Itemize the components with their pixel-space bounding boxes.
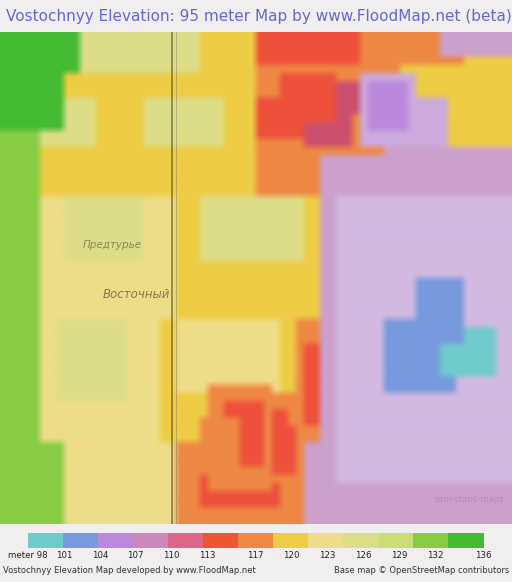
Bar <box>28 533 63 548</box>
Text: Vostochnyy Elevation Map developed by www.FloodMap.net: Vostochnyy Elevation Map developed by ww… <box>3 566 256 576</box>
Bar <box>308 533 344 548</box>
Text: 110: 110 <box>163 551 180 560</box>
Bar <box>98 533 134 548</box>
Text: 117: 117 <box>247 551 264 560</box>
Text: 101: 101 <box>56 551 72 560</box>
Text: Восточный: Восточный <box>102 288 169 301</box>
Text: 126: 126 <box>355 551 372 560</box>
Bar <box>273 533 309 548</box>
Text: osm-static-maps: osm-static-maps <box>434 495 504 503</box>
Bar <box>63 533 98 548</box>
Text: Предтурье: Предтурье <box>82 240 141 250</box>
Bar <box>238 533 273 548</box>
Text: 107: 107 <box>127 551 144 560</box>
Bar <box>448 533 483 548</box>
Text: 113: 113 <box>199 551 216 560</box>
Bar <box>413 533 449 548</box>
Text: 132: 132 <box>427 551 443 560</box>
Bar <box>343 533 378 548</box>
Text: Vostochnyy Elevation: 95 meter Map by www.FloodMap.net (beta): Vostochnyy Elevation: 95 meter Map by ww… <box>6 9 512 23</box>
Bar <box>168 533 203 548</box>
Text: meter 98: meter 98 <box>8 551 48 560</box>
Bar <box>203 533 239 548</box>
Text: 120: 120 <box>283 551 300 560</box>
Bar <box>378 533 414 548</box>
Text: Base map © OpenStreetMap contributors: Base map © OpenStreetMap contributors <box>334 566 509 576</box>
Bar <box>133 533 168 548</box>
Text: 136: 136 <box>475 551 491 560</box>
Text: 123: 123 <box>319 551 335 560</box>
Text: 129: 129 <box>391 551 408 560</box>
Text: 104: 104 <box>92 551 108 560</box>
